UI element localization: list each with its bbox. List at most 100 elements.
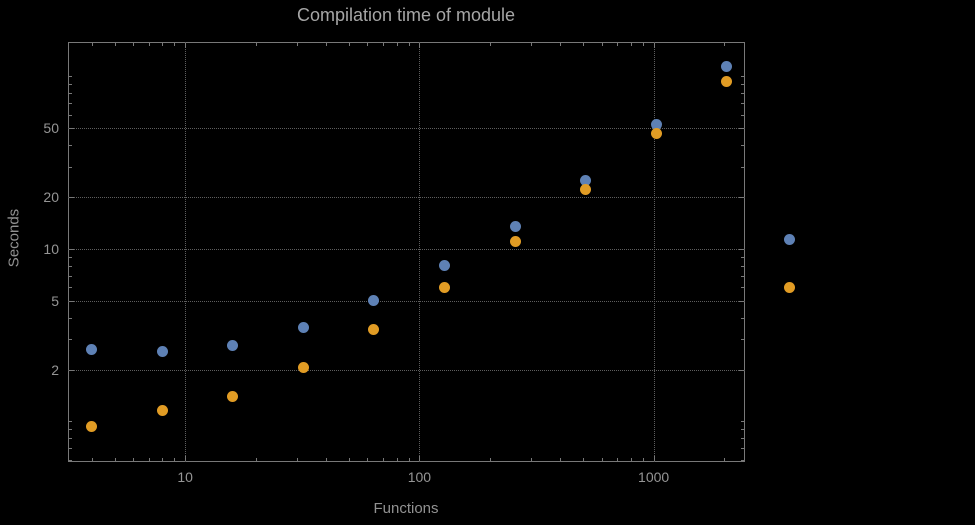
y-tick-label: 50 [43, 120, 59, 137]
x-tick-mark [617, 458, 619, 461]
x-tick-mark [408, 458, 410, 461]
x-tick-mark [133, 43, 135, 46]
x-tick-mark [601, 458, 603, 461]
data-point-series-2 [580, 184, 592, 196]
y-tick-mark [69, 114, 72, 116]
x-tick-mark [133, 458, 135, 461]
y-tick-mark [741, 448, 744, 450]
x-tick-mark [560, 43, 562, 46]
y-tick-mark [69, 317, 72, 319]
y-tick-mark [69, 339, 72, 341]
x-tick-mark [367, 458, 369, 461]
data-point-series-2 [297, 362, 309, 374]
data-point-series-1 [86, 344, 98, 356]
x-tick-label: 1000 [638, 469, 670, 485]
x-tick-label: 10 [177, 469, 193, 485]
x-tick-mark [653, 456, 655, 461]
x-tick-mark [114, 458, 116, 461]
plot-frame [68, 42, 745, 462]
x-tick-mark [583, 458, 585, 461]
x-tick-label: 100 [407, 469, 432, 485]
y-tick-mark [739, 248, 744, 250]
y-tick-label: 20 [43, 189, 59, 206]
x-tick-mark [396, 43, 398, 46]
y-tick-mark [69, 93, 72, 95]
y-tick-mark [741, 256, 744, 258]
y-tick-mark [69, 76, 72, 78]
x-tick-mark [653, 43, 655, 48]
x-grid-line [419, 42, 421, 462]
x-tick-mark [630, 43, 632, 46]
y-tick-mark [69, 300, 74, 302]
x-tick-mark [91, 43, 93, 46]
data-point-series-1 [580, 174, 592, 186]
y-grid-line [68, 128, 745, 130]
y-tick-mark [741, 339, 744, 341]
x-tick-mark [583, 43, 585, 46]
x-grid-line [653, 42, 655, 462]
y-tick-mark [741, 317, 744, 319]
y-tick-mark [69, 166, 72, 168]
x-tick-mark [531, 458, 533, 461]
x-tick-mark [489, 43, 491, 46]
legend-marker-series-2 [783, 281, 795, 293]
data-point-series-2 [368, 324, 380, 336]
y-tick-mark [69, 248, 74, 250]
x-tick-mark [396, 458, 398, 461]
y-axis-label: Seconds [5, 208, 23, 268]
y-tick-mark [741, 84, 744, 86]
data-point-series-1 [297, 322, 309, 334]
x-tick-mark [255, 458, 257, 461]
x-tick-mark [489, 458, 491, 461]
data-point-series-1 [438, 260, 450, 272]
x-tick-mark [91, 458, 93, 461]
y-tick-label: 10 [43, 240, 59, 257]
y-grid-line [68, 197, 745, 199]
data-point-series-2 [227, 390, 239, 402]
x-tick-mark [617, 43, 619, 46]
x-tick-mark [531, 43, 533, 46]
y-tick-mark [69, 256, 72, 258]
data-point-series-1 [721, 60, 733, 72]
y-tick-mark [69, 369, 74, 371]
x-tick-mark [408, 43, 410, 46]
chart-title: Compilation time of module [296, 5, 516, 25]
x-tick-mark [348, 458, 350, 461]
x-tick-mark [326, 458, 328, 461]
y-tick-mark [741, 76, 744, 78]
y-grid-line [68, 300, 745, 302]
x-tick-mark [326, 43, 328, 46]
y-tick-mark [69, 448, 72, 450]
y-tick-mark [741, 438, 744, 440]
data-point-series-2 [650, 127, 662, 139]
y-tick-mark [69, 429, 72, 431]
y-tick-mark [741, 429, 744, 431]
y-grid-line [68, 369, 745, 371]
y-tick-mark [69, 197, 74, 199]
y-tick-mark [69, 459, 72, 461]
data-point-series-1 [509, 221, 521, 232]
y-tick-mark [69, 421, 72, 423]
y-tick-mark [739, 197, 744, 199]
y-tick-mark [741, 265, 744, 267]
x-tick-mark [148, 458, 150, 461]
y-tick-mark [741, 275, 744, 277]
x-tick-mark [162, 43, 164, 46]
x-tick-mark [255, 43, 257, 46]
y-tick-mark [741, 287, 744, 289]
y-tick-mark [69, 275, 72, 277]
x-tick-mark [630, 458, 632, 461]
x-tick-mark [174, 43, 176, 46]
data-point-series-1 [368, 295, 380, 307]
y-tick-mark [69, 438, 72, 440]
y-tick-mark [69, 287, 72, 289]
x-tick-mark [367, 43, 369, 46]
x-tick-mark [383, 458, 385, 461]
x-tick-mark [162, 458, 164, 461]
y-tick-mark [741, 421, 744, 423]
x-tick-mark [185, 456, 187, 461]
data-point-series-1 [156, 345, 168, 357]
data-point-series-2 [156, 405, 168, 417]
x-tick-mark [642, 458, 644, 461]
